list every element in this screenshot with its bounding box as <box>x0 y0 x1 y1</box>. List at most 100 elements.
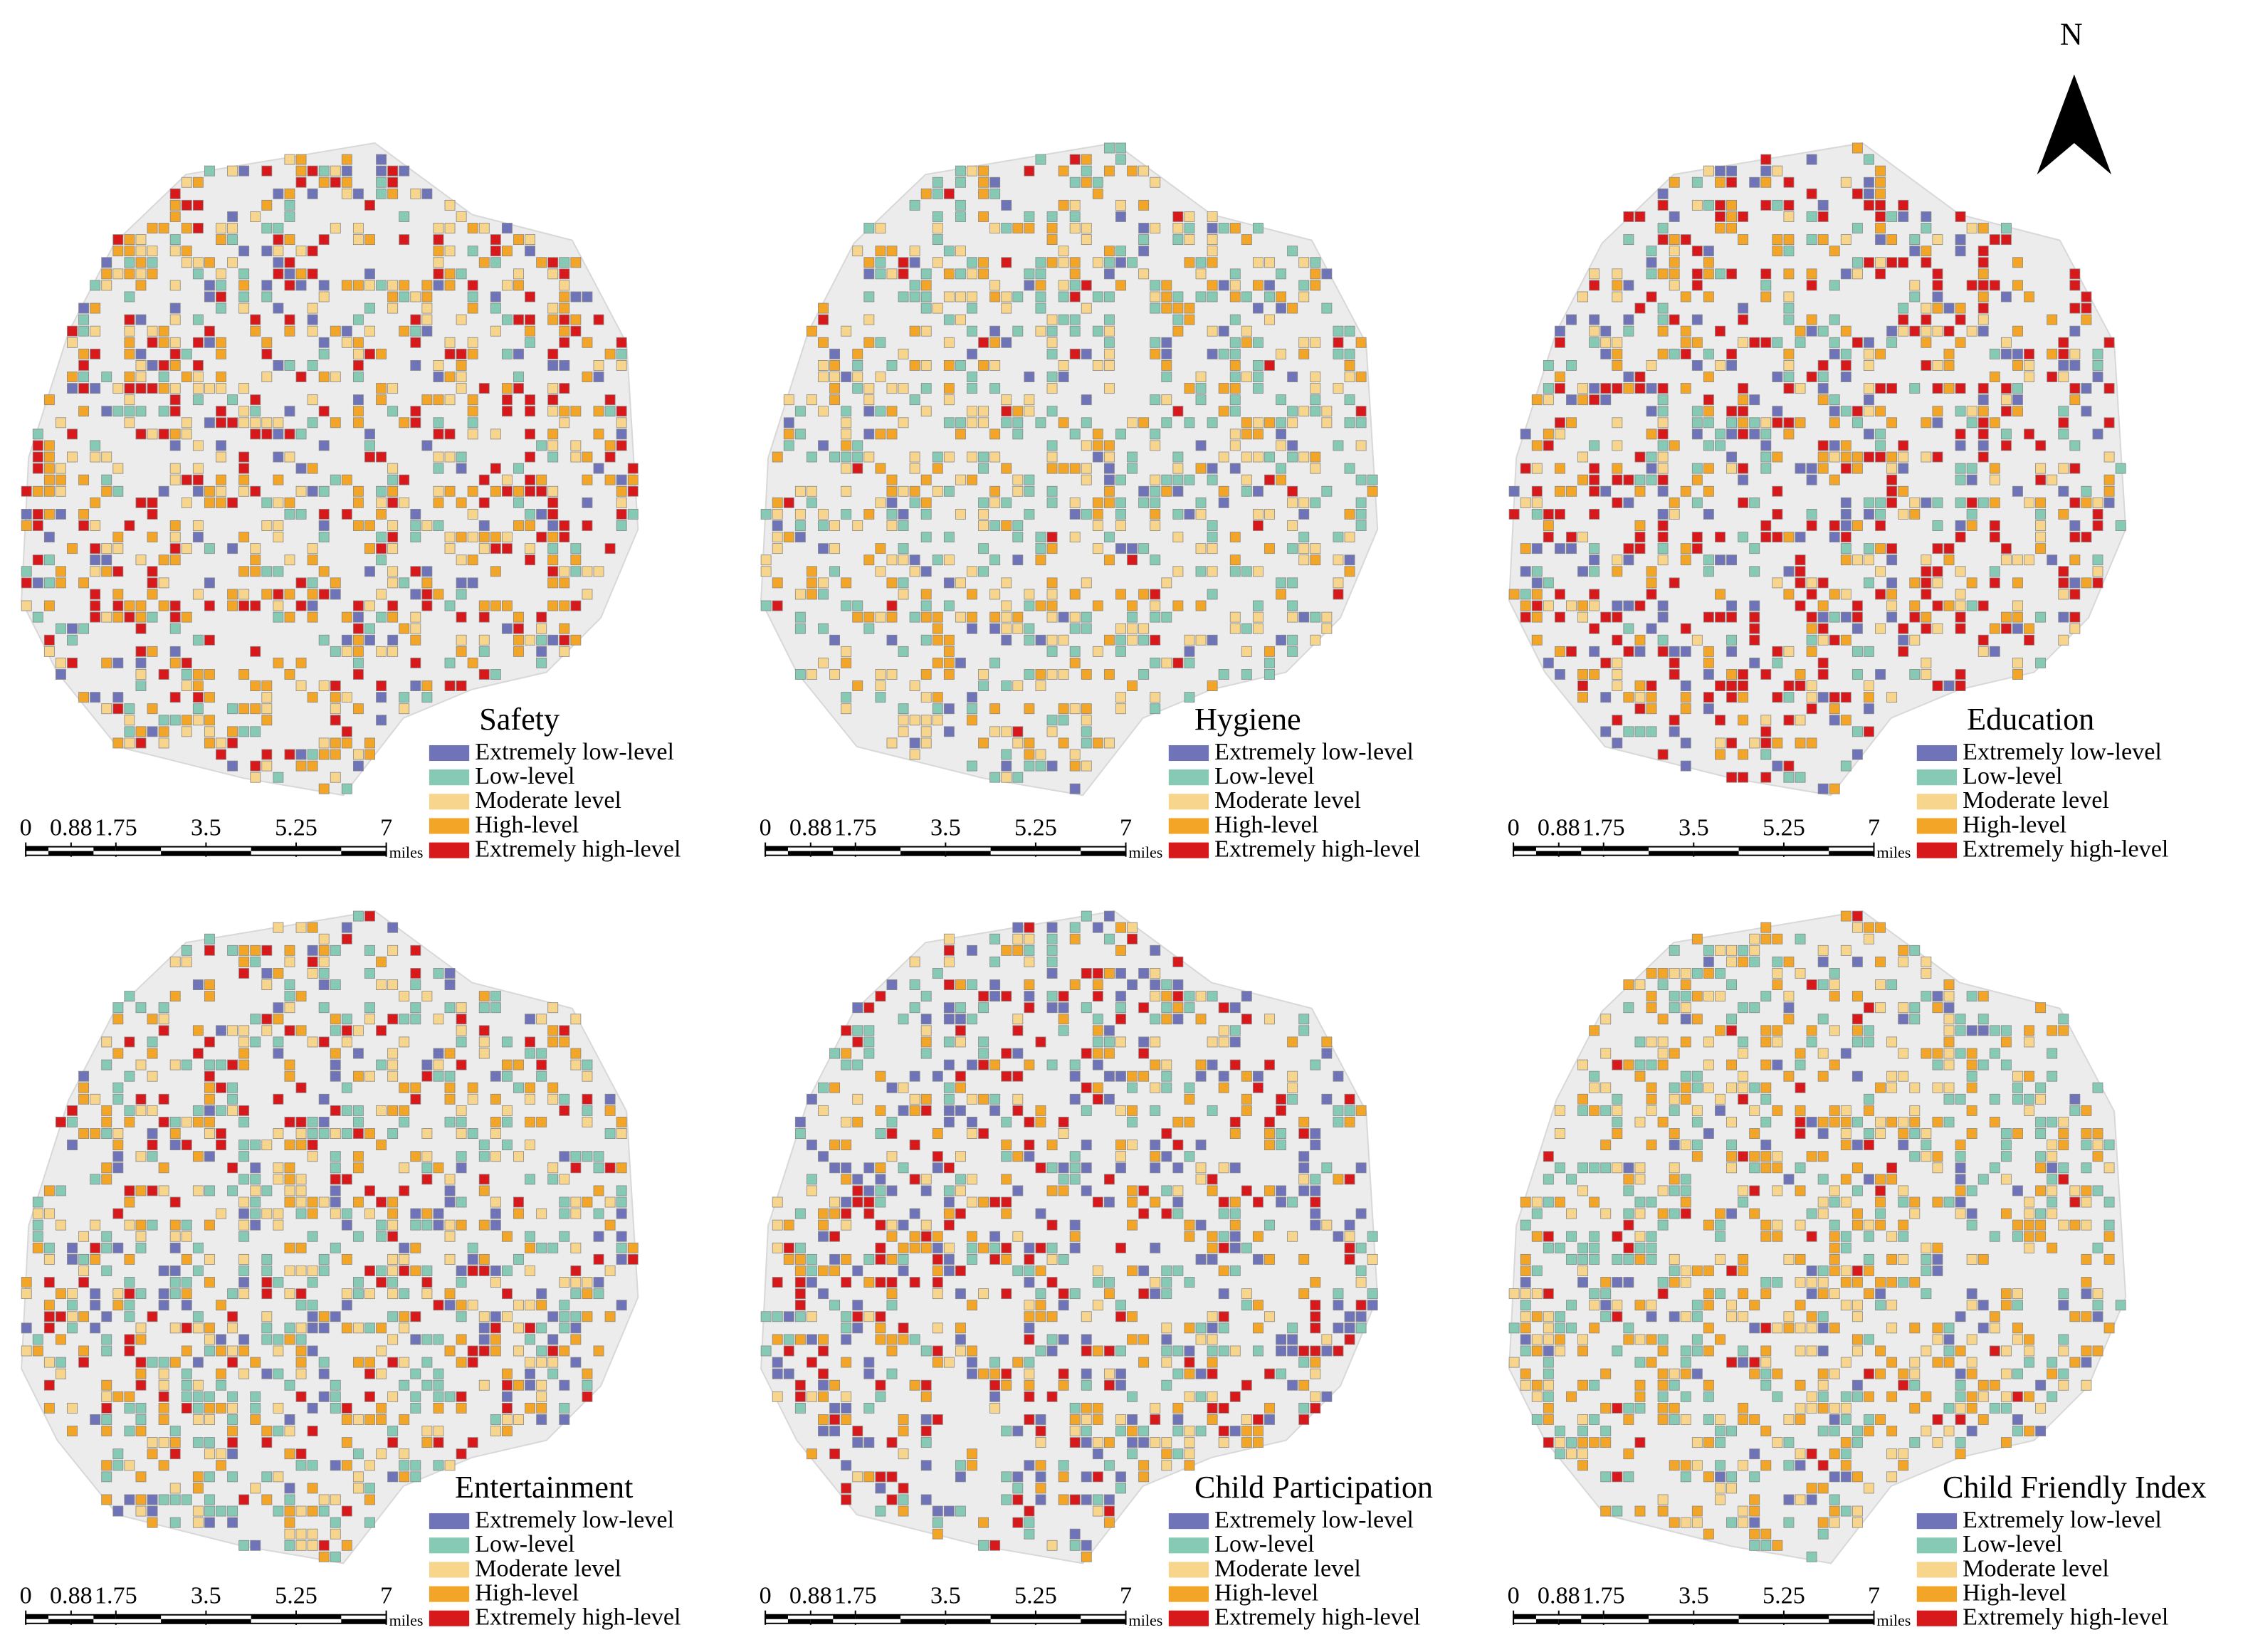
grid-cell <box>920 406 932 417</box>
grid-cell <box>387 188 399 199</box>
grid-cell <box>909 1231 920 1242</box>
grid-cell <box>227 497 238 508</box>
scale-segment <box>810 851 834 856</box>
grid-cell <box>989 1402 1001 1414</box>
grid-cell <box>1657 1036 1669 1048</box>
grid-cell <box>1229 223 1241 233</box>
grid-cell <box>794 406 806 417</box>
grid-cell <box>898 1253 909 1265</box>
grid-cell <box>101 1162 112 1174</box>
grid-cell <box>250 646 261 657</box>
grid-cell <box>43 646 55 657</box>
grid-cell <box>318 1311 330 1322</box>
grid-cell <box>932 234 943 246</box>
grid-cell <box>1977 406 1989 417</box>
grid-cell <box>525 543 535 554</box>
grid-cell <box>1566 1253 1577 1265</box>
grid-cell <box>886 979 898 990</box>
grid-cell <box>1657 1219 1669 1231</box>
grid-cell <box>1886 211 1898 222</box>
grid-cell <box>1715 1025 1725 1036</box>
grid-cell <box>1058 1471 1069 1483</box>
grid-cell <box>399 1242 410 1253</box>
grid-cell <box>513 1151 524 1162</box>
grid-cell <box>216 1140 226 1151</box>
grid-cell <box>318 406 330 417</box>
grid-cell <box>1001 1288 1012 1300</box>
grid-cell <box>955 1036 966 1048</box>
grid-cell <box>2069 325 2081 337</box>
grid-cell <box>1321 485 1333 497</box>
grid-cell <box>582 291 593 302</box>
grid-cell <box>67 1402 78 1414</box>
grid-cell <box>387 1048 399 1059</box>
grid-cell <box>387 1219 399 1231</box>
grid-cell <box>1554 1128 1565 1139</box>
grid-cell <box>330 1185 341 1196</box>
grid-cell <box>1333 1322 1344 1334</box>
grid-cell <box>124 703 135 715</box>
grid-cell <box>307 359 318 371</box>
grid-cell <box>501 383 513 394</box>
grid-cell <box>456 211 467 222</box>
grid-cell <box>112 1002 124 1014</box>
grid-cell <box>1851 451 1863 463</box>
grid-cell <box>1001 1048 1012 1059</box>
grid-cell <box>875 1391 886 1402</box>
grid-cell <box>43 1322 55 1334</box>
grid-cell <box>1989 280 2000 291</box>
grid-cell <box>1287 634 1298 646</box>
grid-cell <box>204 991 215 1002</box>
scale-label: 0.88 <box>789 1582 832 1609</box>
grid-cell <box>1749 1128 1760 1139</box>
grid-cell <box>387 463 399 474</box>
grid-cell <box>135 1379 147 1391</box>
grid-cell <box>1161 1002 1172 1014</box>
grid-cell <box>1184 991 1195 1002</box>
grid-cell <box>2092 428 2103 440</box>
grid-cell <box>943 1036 955 1048</box>
grid-cell <box>1634 485 1646 497</box>
grid-cell <box>525 1300 535 1311</box>
grid-cell <box>410 325 421 337</box>
scale-segment <box>1649 851 1694 856</box>
grid-cell <box>295 1448 307 1460</box>
grid-cell <box>536 1322 547 1334</box>
grid-cell <box>1840 543 1851 554</box>
grid-cell <box>616 1231 627 1242</box>
grid-cell <box>1977 246 1989 257</box>
grid-cell <box>1634 1059 1646 1070</box>
grid-cell <box>1669 726 1680 737</box>
grid-cell <box>1184 257 1195 268</box>
grid-cell <box>978 165 989 177</box>
grid-cell <box>56 463 66 474</box>
grid-cell <box>1103 268 1115 280</box>
grid-cell <box>1589 600 1600 611</box>
grid-cell <box>1035 1494 1046 1505</box>
grid-cell <box>158 1025 169 1036</box>
grid-cell <box>364 348 375 359</box>
grid-cell <box>955 1471 966 1483</box>
grid-cell <box>1612 737 1623 749</box>
grid-cell <box>124 991 135 1002</box>
grid-cell <box>341 1219 352 1231</box>
grid-cell <box>1783 991 1795 1002</box>
grid-cell <box>21 485 32 497</box>
grid-cell <box>295 680 307 692</box>
grid-cell <box>1081 1345 1092 1357</box>
grid-cell <box>1046 1140 1058 1151</box>
grid-cell <box>1024 979 1035 990</box>
grid-cell <box>1024 1528 1035 1540</box>
grid-cell <box>559 577 570 589</box>
grid-cell <box>330 1402 341 1414</box>
grid-cell <box>978 991 989 1002</box>
grid-cell <box>1355 337 1367 348</box>
grid-cell <box>1058 1025 1069 1036</box>
grid-cell <box>399 1288 410 1300</box>
grid-cell <box>364 428 375 440</box>
grid-cell <box>1589 383 1600 394</box>
legend-label: High-level <box>475 1579 579 1606</box>
grid-cell <box>1001 302 1012 314</box>
grid-cell <box>318 945 330 956</box>
grid-cell <box>1344 532 1355 543</box>
